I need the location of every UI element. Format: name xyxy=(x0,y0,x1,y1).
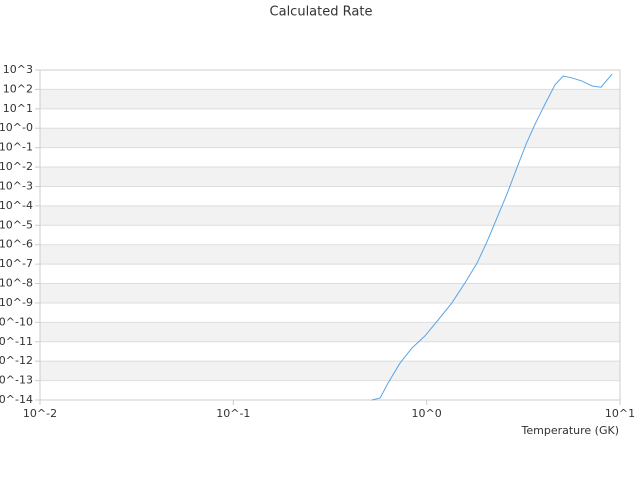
y-tick-label: 10^-1 xyxy=(0,141,33,154)
y-tick-label: 10^-14 xyxy=(0,393,33,406)
y-tick-label: 10^-2 xyxy=(0,160,33,173)
x-tick-label: 10^1 xyxy=(605,407,635,420)
x-tick-label: 10^-2 xyxy=(23,407,57,420)
y-tick-label: 10^-13 xyxy=(0,374,33,387)
x-axis-label: Temperature (GK) xyxy=(521,424,620,437)
grid-band xyxy=(40,322,620,342)
grid-band xyxy=(40,205,620,226)
grid-band xyxy=(40,283,620,303)
y-tick-label: 10^3 xyxy=(3,63,33,76)
y-tick-label: 10^-9 xyxy=(0,296,33,309)
y-tick-label: 10^-0 xyxy=(0,121,33,134)
x-tick-label: 10^0 xyxy=(412,407,442,420)
x-tick-label: 10^-1 xyxy=(216,407,250,420)
grid-band xyxy=(40,361,620,381)
y-tick-label: 10^-5 xyxy=(0,218,33,231)
plot-border xyxy=(39,69,621,401)
chart-title: Calculated Rate xyxy=(270,5,373,20)
y-tick-label: 10^-7 xyxy=(0,257,33,270)
data-line xyxy=(371,73,613,401)
y-tick-label: 10^1 xyxy=(3,102,33,115)
y-tick-label: 10^-12 xyxy=(0,354,33,367)
y-tick-label: 10^-8 xyxy=(0,277,33,290)
y-tick-label: 10^-6 xyxy=(0,238,33,251)
grid-band xyxy=(40,244,620,265)
grid-band xyxy=(40,89,620,109)
grid-band xyxy=(40,128,620,148)
y-tick-label: 10^-4 xyxy=(0,199,33,212)
y-tick-label: 10^-3 xyxy=(0,179,33,192)
grid-band xyxy=(40,167,620,187)
y-tick-label: 10^-11 xyxy=(0,335,33,348)
y-tick-label: 10^-10 xyxy=(0,315,33,328)
y-tick-label: 10^2 xyxy=(3,82,33,95)
